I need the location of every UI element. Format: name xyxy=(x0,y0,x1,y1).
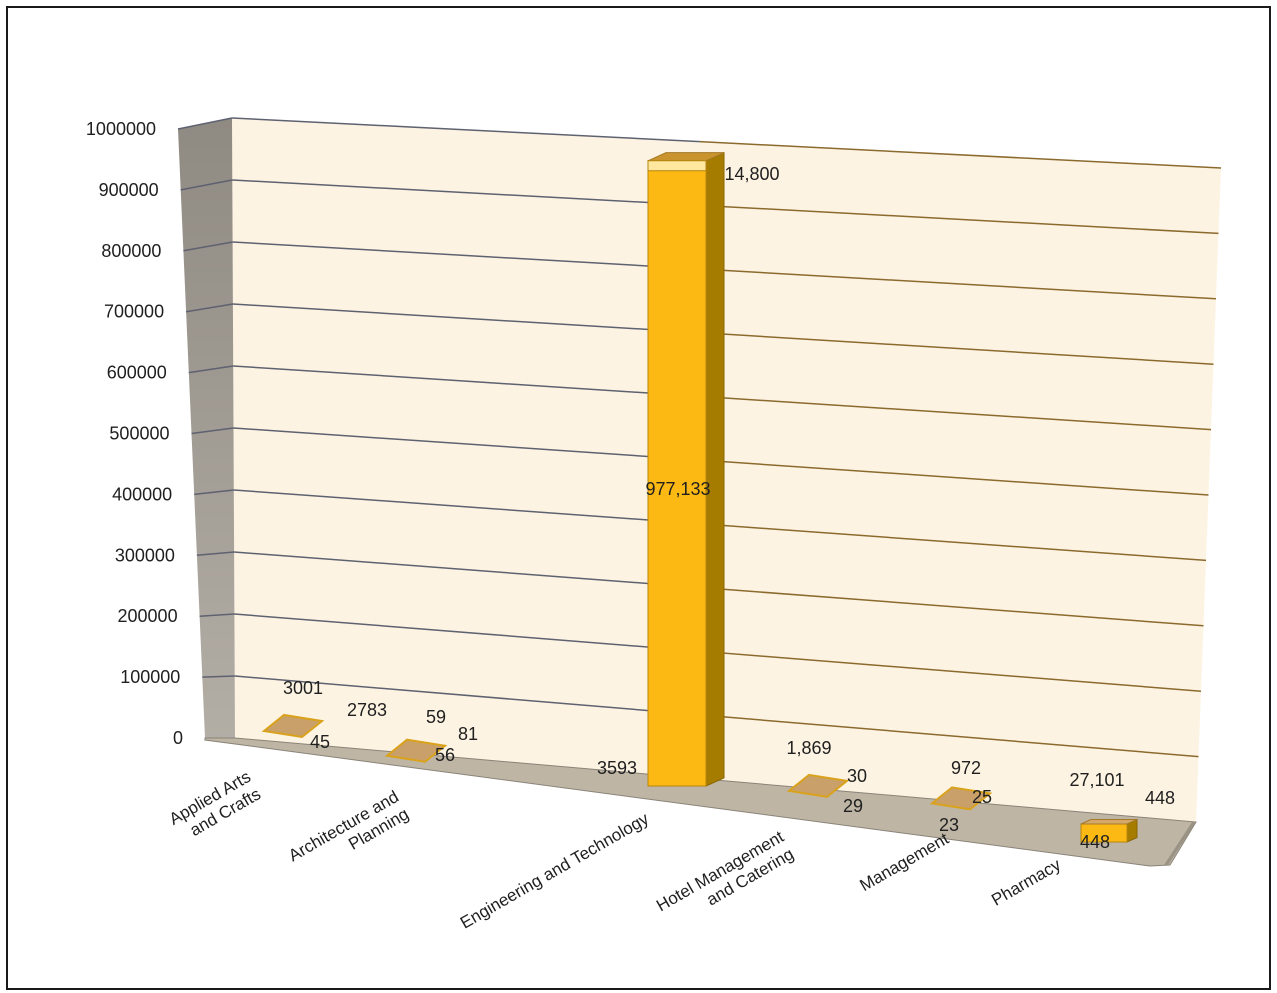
bar-top-5 xyxy=(1080,819,1138,825)
gridline-back-left xyxy=(232,241,701,270)
bar-2 xyxy=(647,160,707,787)
y-tick-label: 700000 xyxy=(104,302,164,322)
data-label: 81 xyxy=(458,724,478,744)
data-label: 59 xyxy=(426,707,446,727)
y-tick-label: 300000 xyxy=(115,545,175,565)
y-tick-label: 500000 xyxy=(109,424,169,444)
x-tick-label-4: Management xyxy=(857,829,953,895)
x-tick-label-2: Engineering and Technology xyxy=(457,809,652,933)
gridline-back-right xyxy=(699,395,1212,431)
data-label: 45 xyxy=(310,732,330,752)
y-tick-label: 1000000 xyxy=(86,119,156,139)
gridline-back-left xyxy=(232,179,701,207)
gridline-back-left xyxy=(233,427,701,461)
x-tick-label-5: Pharmacy xyxy=(988,855,1064,910)
data-label: 3001 xyxy=(283,678,323,698)
data-label: 25 xyxy=(972,787,992,807)
bar-4 xyxy=(929,786,993,811)
gridline-side xyxy=(188,365,234,374)
y-tick-label: 800000 xyxy=(101,241,161,261)
data-label: 1,869 xyxy=(786,738,831,758)
floor-edge xyxy=(1164,822,1196,865)
bar-1 xyxy=(384,738,448,763)
side-wall xyxy=(178,118,235,738)
gridline-back-left xyxy=(232,303,701,334)
gridline-back-right xyxy=(699,204,1219,235)
gridline-back-right xyxy=(699,459,1209,496)
gridline-side xyxy=(196,551,235,557)
x-tick-label-line: Management xyxy=(857,829,953,895)
gridline-side xyxy=(185,303,234,313)
y-tick-label: 200000 xyxy=(118,606,178,626)
y-tick-label: 400000 xyxy=(112,484,172,504)
gridline-back-right xyxy=(699,268,1217,300)
bar-0 xyxy=(261,713,325,739)
x-tick-label-line: Engineering and Technology xyxy=(457,809,652,933)
data-label: 3593 xyxy=(597,758,637,778)
y-tick-label: 900000 xyxy=(99,180,159,200)
floor xyxy=(204,737,1197,867)
data-label: 56 xyxy=(435,745,455,765)
gridline-side xyxy=(202,675,235,678)
y-tick-label: 600000 xyxy=(107,363,167,383)
gridline-back-left xyxy=(234,675,701,716)
gridline-side xyxy=(199,613,235,617)
gridline-side xyxy=(177,117,233,130)
back-wall xyxy=(232,118,1221,822)
data-label: 30 xyxy=(847,766,867,786)
gridline-back-right xyxy=(699,523,1207,562)
gridline-back-left xyxy=(234,551,701,589)
gridline-back-right xyxy=(699,331,1214,365)
gridline-back-right xyxy=(699,650,1202,692)
data-label: 977,133 xyxy=(645,479,710,499)
data-label: 448 xyxy=(1080,832,1110,852)
gridline-back-left xyxy=(233,365,701,398)
data-label: 448 xyxy=(1145,788,1175,808)
gridline-side xyxy=(180,179,233,191)
bar-segment-2 xyxy=(647,160,707,172)
gridline-side xyxy=(183,241,233,252)
x-tick-label-line: Pharmacy xyxy=(988,855,1064,910)
bar-3 xyxy=(786,773,850,798)
gridline-back-left xyxy=(231,117,701,143)
bar-side-2 xyxy=(705,151,725,787)
data-label: 972 xyxy=(951,758,981,778)
data-label: 27,101 xyxy=(1069,770,1124,790)
gridline-back-right xyxy=(699,140,1222,169)
data-label: 23 xyxy=(939,815,959,835)
gridline-back-left xyxy=(233,489,701,525)
y-tick-label: 100000 xyxy=(120,667,180,687)
data-label: 29 xyxy=(843,796,863,816)
data-label: 14,800 xyxy=(724,164,779,184)
gridline-back-right xyxy=(699,714,1199,758)
y-tick-label: 0 xyxy=(173,728,183,748)
data-label: 2783 xyxy=(347,700,387,720)
gridline-side xyxy=(191,427,234,435)
gridline-side xyxy=(194,489,234,496)
gridline-back-right xyxy=(699,586,1204,627)
gridline-back-left xyxy=(234,613,701,652)
